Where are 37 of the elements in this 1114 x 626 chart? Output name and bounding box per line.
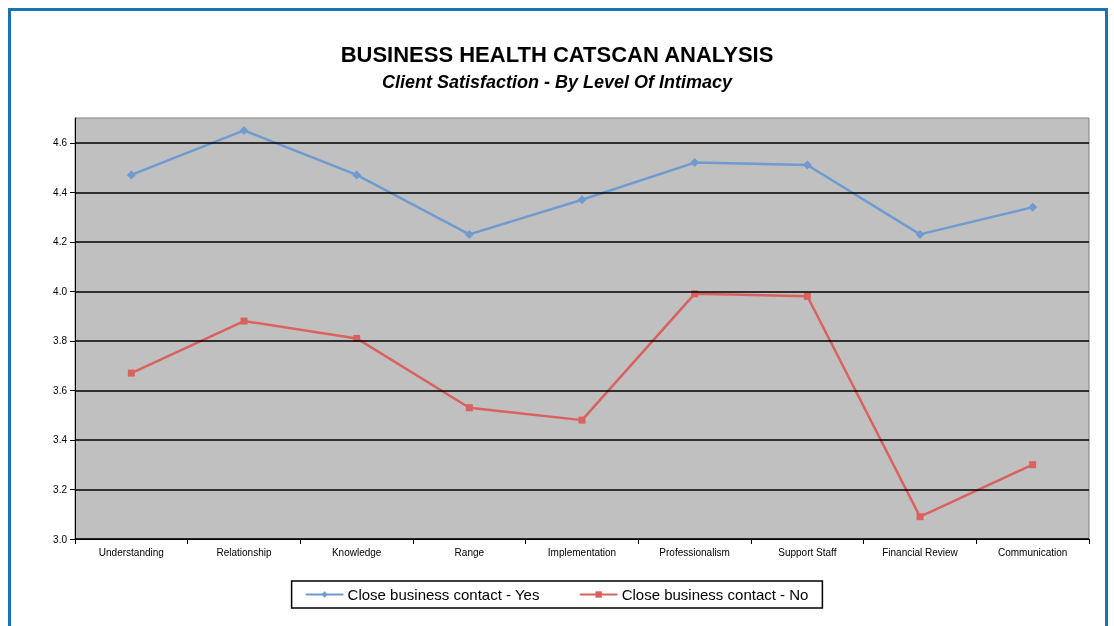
y-tick-label: 4.2 [53, 236, 68, 248]
chart-title: BUSINESS HEALTH CATSCAN ANALYSIS [340, 41, 774, 67]
point [239, 125, 249, 135]
x-tick-label: Range [454, 546, 485, 558]
x-tick-label: Understanding [98, 546, 164, 558]
y-tick-label: 4.4 [53, 186, 68, 198]
y-tick-label: 3.0 [53, 533, 68, 545]
point [690, 158, 700, 168]
point [240, 317, 248, 325]
point [127, 369, 135, 377]
point [916, 513, 924, 521]
point [464, 229, 474, 239]
point [1029, 461, 1037, 469]
point [1028, 202, 1038, 212]
legend-label: Close business contact - Yes [347, 586, 540, 603]
y-tick-label: 4.6 [53, 137, 68, 149]
point [577, 195, 587, 205]
x-tick-label: Implementation [547, 546, 617, 558]
point [465, 404, 473, 412]
x-tick-label: Professionalism [659, 546, 730, 558]
x-tick-label: Communication [997, 546, 1068, 558]
point [578, 416, 586, 424]
x-tick-label: Support Staff [778, 546, 837, 558]
point [915, 229, 925, 239]
point [126, 170, 136, 180]
point [352, 170, 362, 180]
y-tick-label: 4.0 [53, 285, 68, 297]
point [803, 292, 811, 300]
y-tick-label: 3.6 [53, 384, 68, 396]
legend-label: Close business contact - No [621, 586, 809, 603]
x-tick-label: Relationship [216, 546, 272, 558]
x-tick-label: Knowledge [331, 546, 382, 558]
chart-subtitle: Client Satisfaction - By Level Of Intimacy [381, 72, 734, 92]
y-tick-label: 3.4 [53, 434, 68, 446]
y-tick-label: 3.8 [53, 335, 68, 347]
y-tick-label: 3.2 [53, 483, 68, 495]
x-tick-label: Financial Review [882, 546, 959, 558]
